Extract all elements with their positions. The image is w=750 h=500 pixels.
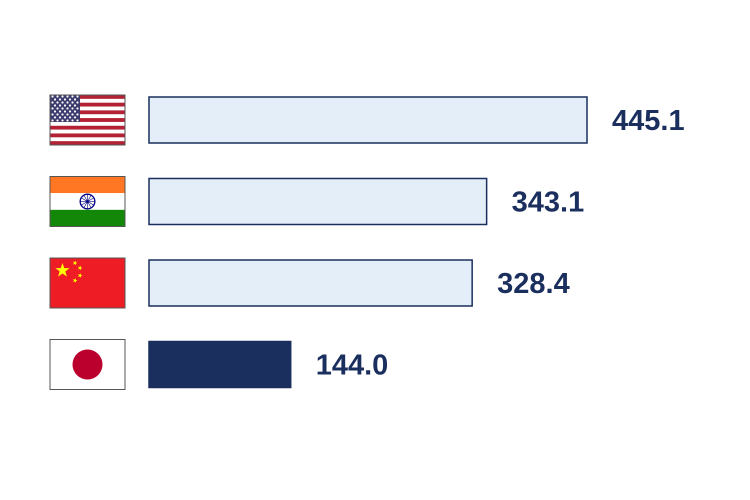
bar-japan bbox=[148, 340, 292, 389]
value-label: 445.1 bbox=[612, 105, 685, 137]
bar-united-states bbox=[148, 96, 588, 144]
value-label: 144.0 bbox=[316, 350, 389, 382]
flag-india-icon bbox=[49, 176, 126, 227]
bars-group bbox=[148, 96, 588, 389]
flag-usa-icon bbox=[49, 94, 126, 146]
value-label: 343.1 bbox=[512, 187, 585, 219]
bar-china bbox=[148, 259, 473, 307]
flag-japan-icon bbox=[49, 339, 126, 390]
value-labels-group: 445.1 343.1 328.4 144.0 bbox=[316, 105, 685, 382]
flags-group bbox=[49, 94, 126, 390]
flag-china-icon bbox=[49, 257, 126, 309]
bar-india bbox=[148, 177, 488, 226]
value-label: 328.4 bbox=[497, 268, 570, 300]
